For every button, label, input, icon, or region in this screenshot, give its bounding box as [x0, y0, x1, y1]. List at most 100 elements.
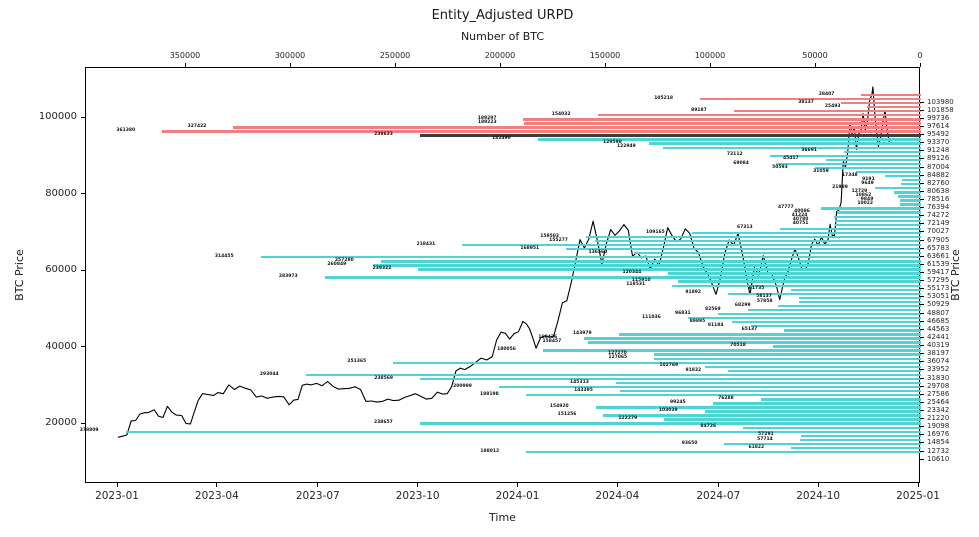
right-tick — [920, 223, 924, 225]
bar-value-label: 40751 — [792, 221, 809, 227]
right-tick — [920, 353, 924, 355]
btc-price-line — [117, 86, 890, 438]
urpd-bar — [791, 446, 921, 450]
bar-value-label: 40086 — [794, 209, 810, 215]
bar-value-label: 102769 — [659, 363, 679, 369]
bar-value-label: 154032 — [551, 111, 571, 117]
right-tick-label: 93370 — [927, 138, 950, 147]
bar-value-label: 251365 — [347, 359, 367, 365]
urpd-bar — [373, 264, 921, 267]
right-tick — [920, 401, 924, 403]
bar-value-label: 57714 — [757, 436, 773, 442]
bar-value-label: 65137 — [741, 326, 758, 332]
bar-value-label: 158457 — [542, 339, 562, 345]
urpd-bar — [653, 353, 921, 356]
urpd-bar — [668, 272, 921, 275]
right-tick-label: 74272 — [927, 211, 950, 220]
bar-value-label: 238657 — [374, 420, 393, 426]
bar-value-label: 36691 — [801, 148, 817, 154]
bar-value-label: 120344 — [622, 270, 642, 276]
urpd-bar — [820, 207, 921, 210]
bar-value-label: 28407 — [818, 91, 835, 97]
right-tick — [920, 385, 924, 387]
top-tick-label: 300000 — [274, 51, 306, 60]
bar-value-label: 82569 — [704, 306, 721, 312]
bar-value-label: 122949 — [617, 144, 636, 150]
bar-value-label: 115910 — [631, 278, 651, 284]
right-tick-label: 82760 — [927, 178, 950, 187]
right-tick — [920, 117, 924, 119]
right-tick-label: 46685 — [927, 316, 950, 325]
chart-title: Entity_Adjusted URPD — [431, 8, 574, 23]
right-tick — [920, 134, 924, 136]
urpd-bar — [324, 276, 921, 279]
bar-value-label: 127065 — [608, 355, 628, 361]
bottom-tick — [417, 483, 419, 487]
top-tick — [184, 63, 186, 67]
urpd-bar — [814, 166, 921, 170]
bar-value-label: 361380 — [116, 128, 136, 134]
bottom-tick-label: 2024-07 — [696, 490, 741, 502]
right-tick-label: 67905 — [927, 235, 950, 244]
right-tick — [920, 434, 924, 436]
urpd-bar — [537, 138, 921, 141]
urpd-bar — [825, 158, 921, 162]
top-tick — [394, 63, 396, 67]
bar-value-label: 61735 — [748, 286, 765, 292]
bar-value-label: 143979 — [572, 331, 592, 336]
bottom-tick-label: 2023-10 — [395, 490, 440, 502]
left-tick — [81, 422, 85, 424]
left-axis-title: BTC Price — [13, 249, 26, 301]
bar-value-label: 136560 — [588, 249, 608, 255]
bar-value-label: 21989 — [832, 184, 848, 190]
right-tick — [920, 142, 924, 144]
urpd-bar — [861, 93, 921, 97]
urpd-bar — [634, 252, 921, 255]
right-tick — [920, 288, 924, 290]
urpd-bar — [777, 304, 921, 308]
right-tick-label: 44563 — [927, 324, 950, 333]
right-tick — [920, 109, 924, 111]
bar-value-label: 239322 — [372, 266, 392, 272]
left-tick — [81, 116, 85, 118]
bar-value-label: 45417 — [782, 156, 799, 162]
bar-value-label: 103039 — [658, 408, 678, 414]
bottom-tick-label: 2024-04 — [595, 490, 640, 502]
right-tick — [920, 190, 924, 192]
urpd-bar — [125, 430, 921, 433]
bar-value-label: 257280 — [334, 257, 354, 263]
right-tick — [920, 280, 924, 282]
bar-value-label: 200999 — [453, 383, 472, 389]
urpd-bar — [900, 199, 921, 202]
right-tick-label: 14854 — [927, 438, 950, 447]
bar-value-label: 47777 — [778, 205, 794, 211]
urpd-bar — [260, 256, 921, 259]
right-tick-label: 61539 — [927, 259, 950, 268]
urpd-bar — [836, 211, 921, 214]
bar-value-label: 189223 — [477, 119, 497, 125]
urpd-bar — [619, 390, 921, 393]
bar-value-label: 238633 — [374, 132, 393, 138]
urpd-bar — [834, 215, 921, 218]
right-tick — [920, 231, 924, 233]
left-tick-label: 20000 — [45, 417, 77, 429]
urpd-bar — [898, 195, 921, 198]
bar-value-label: 10022 — [857, 201, 873, 207]
plot-area: 28407 105218 38137 25493 89187 154032 189297 18… — [80, 67, 921, 483]
urpd-bar — [594, 239, 921, 243]
right-tick-label: 76394 — [927, 203, 950, 212]
urpd-bar — [855, 170, 921, 174]
bottom-tick-label: 2025-01 — [896, 490, 940, 502]
left-tick-label: 100000 — [38, 111, 77, 123]
bar-value-label: 91832 — [685, 367, 702, 373]
bottom-tick — [917, 483, 919, 487]
urpd-bar — [603, 414, 921, 417]
urpd-bar — [775, 162, 921, 166]
urpd-bar — [498, 385, 921, 389]
bar-value-label: 118531 — [626, 282, 646, 288]
bottom-tick-label: 2024-01 — [495, 490, 540, 502]
urpd-bar — [835, 223, 921, 227]
right-tick — [920, 328, 924, 330]
left-tick — [81, 193, 85, 195]
bottom-tick — [717, 483, 719, 487]
